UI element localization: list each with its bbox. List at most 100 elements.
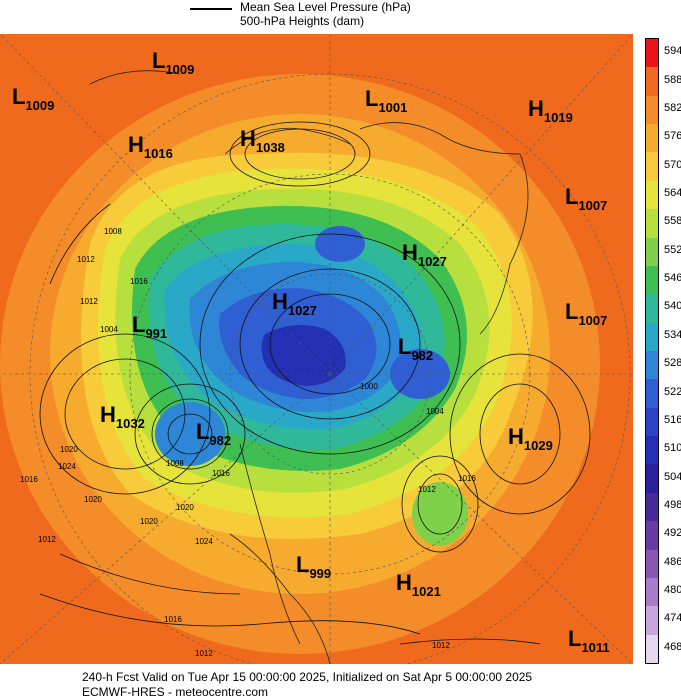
colorbar-tick-label: 480: [664, 584, 681, 597]
isobar-value-label: 1020: [60, 445, 78, 454]
isobar-value-label: 1012: [80, 297, 98, 306]
colorbar-tick-label: 576: [664, 130, 681, 143]
colorbar-swatch: [646, 407, 658, 437]
isobar-value-label: 1012: [418, 485, 436, 494]
colorbar-tick-label: 582: [664, 101, 681, 114]
isobar-value-label: 1024: [58, 462, 76, 471]
colorbar-swatch: [646, 124, 658, 153]
isobars: [39, 121, 591, 645]
latlon-grid: [0, 34, 633, 664]
isobar-value-label: 1012: [38, 535, 56, 544]
isobar-value-label: 1024: [195, 537, 213, 546]
colorbar-tick-label: 552: [664, 243, 681, 256]
high-pressure-label: H1029: [508, 424, 553, 453]
isobar-value-label: 1020: [84, 495, 102, 504]
low-pressure-label: L1009: [152, 48, 194, 77]
height-field-low-north: [315, 226, 365, 262]
height-field-510: [261, 325, 346, 386]
isobar-value-label: 1020: [176, 503, 194, 512]
isobar-value-label: 1012: [77, 255, 95, 264]
colorbar-tick-label: 540: [664, 300, 681, 313]
colorbar-swatch: [646, 152, 658, 181]
height-colorbar: [645, 38, 659, 664]
mslp-legend-label: Mean Sea Level Pressure (hPa): [240, 0, 411, 14]
colorbar-tick-label: 570: [664, 158, 681, 171]
high-pressure-label: H1027: [272, 289, 317, 318]
isobar-value-label: 1012: [432, 641, 450, 650]
colorbar-tick-label: 594: [664, 45, 681, 58]
isobar-value-label: 1008: [166, 459, 184, 468]
colorbar-tick-label: 474: [664, 612, 681, 625]
colorbar-swatch: [646, 265, 658, 295]
colorbar-swatch: [646, 549, 658, 578]
pressure-systems: L1009 L1009 L1001 H1019 H1016 H1038 L1007 H1027…: [12, 48, 610, 655]
colorbar-swatch: [646, 577, 658, 607]
high-pressure-label: H1032: [100, 402, 145, 431]
colorbar-swatch: [646, 351, 658, 380]
high-pressure-label: H1038: [240, 126, 285, 155]
colorbar-tick-label: 528: [664, 357, 681, 370]
isobar-value-label: 1016: [164, 615, 182, 624]
colorbar-swatch: [646, 521, 658, 550]
height-field-low-pacific: [412, 482, 468, 546]
isobar-value-label: 1008: [104, 227, 122, 236]
isobar-value-label: 1016: [458, 474, 476, 483]
colorbar-tick-label: 522: [664, 385, 681, 398]
low-pressure-label: L1009: [12, 84, 54, 113]
isobar-value-label: 1004: [426, 407, 444, 416]
low-pressure-label: L999: [296, 552, 331, 581]
colorbar-swatch: [646, 634, 658, 663]
isobar-value-label: 1000: [360, 382, 378, 391]
high-pressure-label: H1021: [396, 570, 441, 599]
height-legend-label: 500-hPa Heights (dam): [240, 14, 365, 28]
colorbar-swatch: [646, 606, 658, 635]
colorbar-tick-label: 516: [664, 413, 681, 426]
colorbar-swatch: [646, 209, 658, 238]
colorbar-swatch: [646, 464, 658, 493]
weather-map: L1009 L1009 L1001 H1019 H1016 H1038 L1007 H1027…: [0, 34, 633, 664]
low-pressure-label: L1011: [568, 626, 610, 655]
colorbar-swatch: [646, 95, 658, 125]
high-pressure-label: H1027: [402, 240, 447, 269]
isobar-value-label: 1016: [212, 469, 230, 478]
map-legend: Mean Sea Level Pressure (hPa) 500-hPa He…: [0, 0, 681, 34]
colorbar-tick-label: 534: [664, 328, 681, 341]
colorbar-swatch: [646, 379, 658, 408]
colorbar-tick-label: 558: [664, 215, 681, 228]
low-pressure-label: L1001: [365, 86, 407, 115]
isobar-value-label: 1004: [100, 325, 118, 334]
low-pressure-label: L982: [398, 334, 433, 363]
isobar-value-label: 1020: [140, 517, 158, 526]
colorbar-swatch: [646, 436, 658, 465]
model-source-text: ECMWF-HRES - meteocentre.com: [82, 685, 269, 699]
colorbar-swatch: [646, 67, 658, 96]
colorbar-tick-label: 486: [664, 555, 681, 568]
colorbar-tick-label: 492: [664, 527, 681, 540]
low-pressure-label: L1007: [565, 184, 607, 213]
colorbar-swatch: [646, 180, 658, 210]
low-pressure-label: L1007: [565, 299, 607, 328]
colorbar-swatch: [646, 294, 658, 323]
low-pressure-label: L991: [132, 312, 167, 341]
isobar-value-label: 1016: [130, 277, 148, 286]
low-pressure-label: L982: [196, 419, 231, 448]
colorbar-tick-label: 564: [664, 187, 681, 199]
isobar-value-label: 1016: [20, 475, 38, 484]
mslp-line-sample: [190, 8, 232, 10]
colorbar-swatch: [646, 237, 658, 266]
forecast-valid-text: 240-h Fcst Valid on Tue Apr 15 00:00:00 …: [82, 670, 533, 684]
high-pressure-label: H1016: [128, 132, 173, 161]
colorbar-tick-label: 510: [664, 442, 681, 455]
high-pressure-label: H1019: [528, 96, 573, 125]
isobar-labels: 1008 1012 1016 1012 1004 1020 1020 1024 1016 1020…: [20, 227, 476, 658]
colorbar-tick-label: 504: [664, 470, 681, 483]
colorbar-swatch: [646, 322, 658, 351]
isobar-value-label: 1012: [195, 649, 213, 658]
colorbar-tick-label: 468: [664, 640, 681, 653]
colorbar-tick-label: 546: [664, 272, 681, 285]
height-field-low-atlantic: [155, 402, 225, 466]
colorbar-swatch: [646, 39, 658, 68]
colorbar-tick-label: 498: [664, 499, 681, 511]
colorbar-swatch: [646, 492, 658, 522]
colorbar-tick-label: 588: [664, 73, 681, 86]
